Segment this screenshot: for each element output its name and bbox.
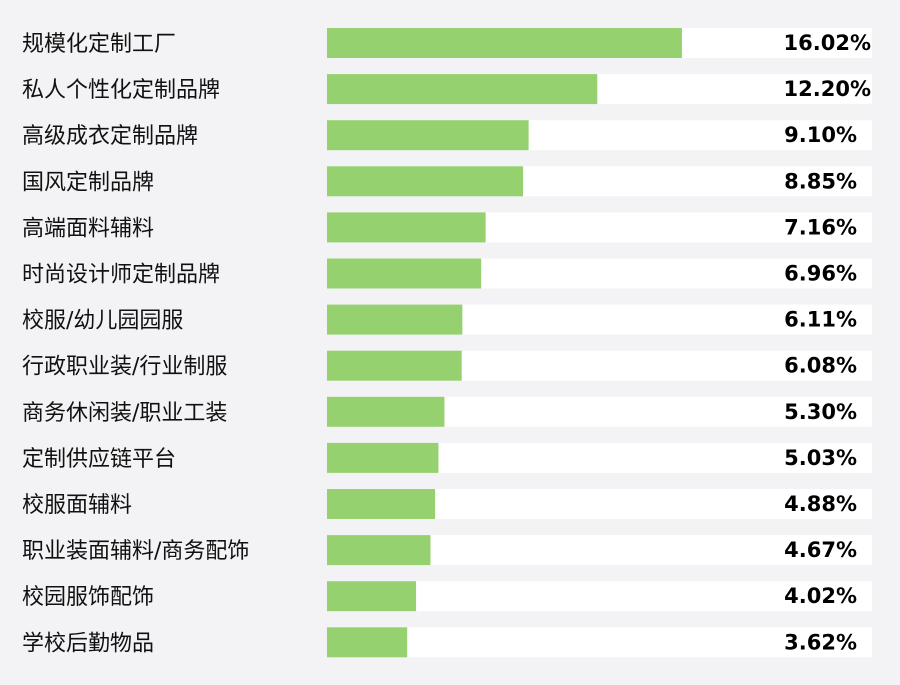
- value-label: 16.02%: [784, 31, 871, 55]
- bar-row: 校服面辅料 4.88%: [22, 489, 872, 519]
- value-label: 8.85%: [784, 169, 857, 193]
- category-label: 职业装面辅料/商务配饰: [22, 539, 249, 564]
- category-label: 定制供应链平台: [22, 447, 176, 472]
- bar-row: 规模化定制工厂 16.02%: [22, 28, 872, 58]
- bar-row: 时尚设计师定制品牌 6.96%: [22, 258, 872, 289]
- category-label: 时尚设计师定制品牌: [22, 263, 220, 288]
- value-label: 3.62%: [784, 630, 857, 654]
- bar-row: 行政职业装/行业制服 6.08%: [22, 350, 872, 381]
- bar: [327, 350, 462, 381]
- bar-row: 职业装面辅料/商务配饰 4.67%: [22, 535, 872, 566]
- value-label: 5.03%: [784, 446, 857, 470]
- category-label: 规模化定制工厂: [22, 32, 176, 57]
- bar-row: 私人个性化定制品牌 12.20%: [22, 74, 872, 105]
- category-label: 高级成衣定制品牌: [22, 124, 198, 149]
- value-label: 5.30%: [784, 400, 857, 424]
- value-label: 4.02%: [784, 584, 857, 608]
- value-label: 9.10%: [784, 123, 857, 147]
- value-label: 7.16%: [784, 215, 857, 239]
- bar-track: [327, 581, 872, 612]
- bar-row: 校园服饰配饰 4.02%: [22, 581, 872, 612]
- bar: [327, 304, 463, 335]
- value-label: 4.67%: [784, 538, 857, 562]
- bar-track: [327, 627, 872, 658]
- category-label: 国风定制品牌: [22, 170, 154, 195]
- bar-row: 校服/幼儿园园服 6.11%: [22, 304, 872, 335]
- value-label: 6.08%: [784, 354, 857, 378]
- bar-row: 高端面料辅料 7.16%: [22, 212, 872, 243]
- category-label: 校服面辅料: [22, 493, 132, 518]
- category-label: 商务休闲装/职业工装: [22, 401, 227, 426]
- value-label: 6.96%: [784, 262, 857, 286]
- category-label: 校园服饰配饰: [22, 585, 154, 610]
- value-label: 6.11%: [784, 308, 857, 332]
- bar: [327, 28, 682, 58]
- bar: [327, 212, 486, 243]
- bar: [327, 74, 598, 105]
- category-label: 学校后勤物品: [22, 631, 154, 656]
- bar: [327, 535, 431, 566]
- bar: [327, 166, 524, 197]
- bar: [327, 258, 482, 289]
- value-label: 4.88%: [784, 492, 857, 516]
- bar: [327, 396, 445, 427]
- bar-row: 国风定制品牌 8.85%: [22, 166, 872, 197]
- category-label: 私人个性化定制品牌: [22, 78, 220, 103]
- bar: [327, 627, 408, 658]
- bar-row: 定制供应链平台 5.03%: [22, 442, 872, 473]
- bar-row: 学校后勤物品 3.62%: [22, 627, 872, 658]
- bar: [327, 442, 439, 473]
- category-label: 高端面料辅料: [22, 216, 154, 241]
- bar: [327, 581, 417, 612]
- category-label: 行政职业装/行业制服: [22, 355, 227, 380]
- bar: [327, 120, 529, 151]
- category-label: 校服/幼儿园园服: [22, 309, 183, 334]
- bar-row: 高级成衣定制品牌 9.10%: [22, 120, 872, 151]
- value-label: 12.20%: [784, 77, 871, 101]
- bar-row: 商务休闲装/职业工装 5.30%: [22, 396, 872, 427]
- bar: [327, 489, 436, 519]
